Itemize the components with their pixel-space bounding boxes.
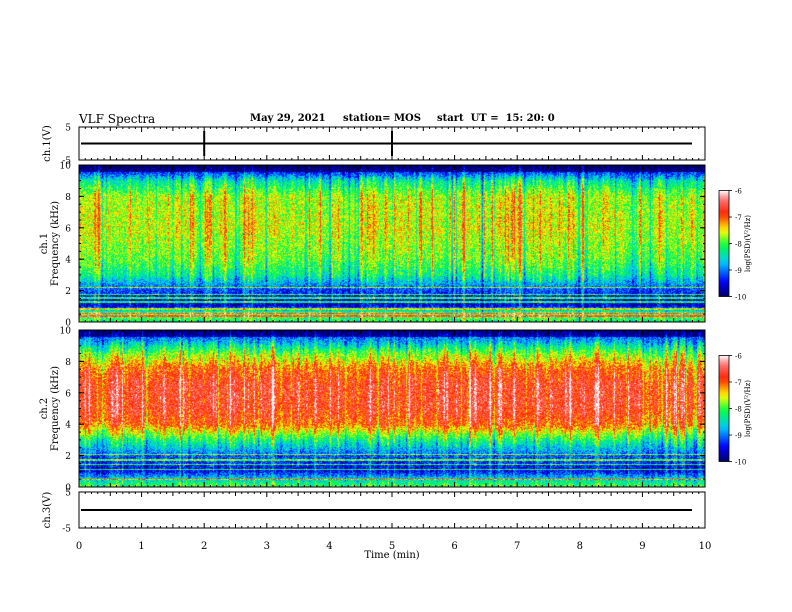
figure-start-time: start UT = 15: 20: 0	[437, 113, 555, 124]
ch2-spectrogram-colorbar	[718, 355, 730, 462]
y-tick-label: 0	[65, 319, 71, 329]
x-tick-label: 2	[201, 541, 207, 552]
y-tick-label: 2	[65, 452, 71, 462]
ch1-spectrogram-ylabel: Frequency (kHz)	[50, 201, 61, 286]
x-tick-label: 5	[389, 541, 395, 552]
colorbar-tick-label: -10	[735, 294, 746, 302]
y-tick-label: 10	[60, 327, 72, 337]
colorbar-tick-label: -8	[735, 241, 742, 249]
y-tick-label: 10	[60, 162, 72, 172]
ch2-spectrogram-image	[79, 330, 705, 487]
y-tick-label: 5	[65, 124, 71, 134]
colorbar-tick-label: -9	[735, 267, 742, 275]
ch2-spectrogram-colorbar-label: log(PSD)(V²/Hz)	[744, 380, 752, 437]
colorbar-tick-label: -7	[735, 214, 742, 222]
y-tick-label: 5	[65, 489, 71, 499]
y-tick-label: 0	[65, 484, 71, 494]
ch1-spectrogram-image	[79, 165, 705, 322]
colorbar-tick-label: -7	[735, 379, 742, 387]
x-tick-label: 6	[451, 541, 457, 552]
ch1-spectrogram-ylabel-channel: ch.1	[39, 233, 50, 255]
x-tick-label: 4	[326, 541, 332, 552]
colorbar-tick-label: -6	[735, 188, 742, 196]
figure-date: May 29, 2021	[250, 113, 326, 124]
colorbar-tick-label: -9	[735, 432, 742, 440]
figure-station: station= MOS	[343, 113, 421, 124]
y-tick-label: -5	[62, 525, 71, 535]
colorbar-tick-label: -6	[735, 353, 742, 361]
ch1-waveform-ylabel: ch.1(V)	[42, 125, 53, 162]
y-tick-label: 8	[65, 358, 71, 368]
ch1-spectrogram-colorbar	[718, 190, 730, 297]
ch2-spectrogram-ylabel-channel: ch.2	[39, 398, 50, 420]
x-tick-label: 9	[639, 541, 645, 552]
y-tick-label: 8	[65, 193, 71, 203]
ch1-spectrogram-colorbar-label: log(PSD)(V²/Hz)	[744, 215, 752, 272]
x-tick-label: 3	[264, 541, 270, 552]
x-tick-label: 7	[514, 541, 520, 552]
y-tick-label: 6	[65, 389, 71, 399]
x-tick-label: 1	[138, 541, 144, 552]
colorbar-tick-label: -8	[735, 406, 742, 414]
y-tick-label: 4	[65, 256, 71, 266]
x-tick-label: 10	[699, 541, 712, 552]
y-tick-label: 4	[65, 421, 71, 431]
colorbar-tick-label: -10	[735, 459, 746, 467]
y-tick-label: 2	[65, 287, 71, 297]
figure-title: VLF Spectra	[79, 112, 156, 126]
ch3-waveform-ylabel: ch.3(V)	[42, 492, 53, 529]
y-tick-label: -5	[62, 157, 71, 167]
x-tick-label: 0	[76, 541, 82, 552]
y-tick-label: 6	[65, 224, 71, 234]
x-axis-label: Time (min)	[364, 550, 419, 561]
ch2-spectrogram-ylabel: Frequency (kHz)	[50, 366, 61, 451]
x-tick-label: 8	[577, 541, 583, 552]
